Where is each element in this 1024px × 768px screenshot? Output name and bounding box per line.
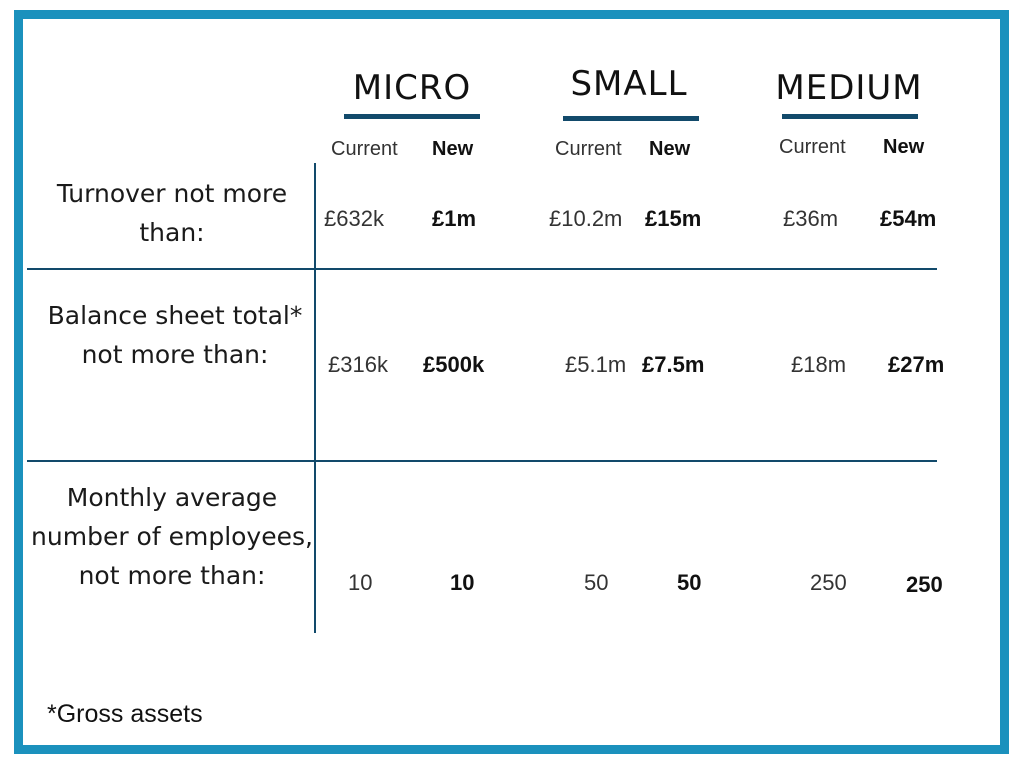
column-underline-small <box>563 116 699 121</box>
cell-balance-micro-new: £500k <box>423 352 485 377</box>
cell-employees-micro-new: 10 <box>450 570 475 595</box>
table-frame <box>14 10 1009 754</box>
cell-employees-medium-current: 250 <box>810 570 847 595</box>
cell-turnover-medium-new: £54m <box>880 206 937 231</box>
cell-balance-small-new: £7.5m <box>642 352 705 377</box>
footnote: *Gross assets <box>47 700 203 728</box>
cell-balance-micro-current: £316k <box>328 352 388 377</box>
cell-employees-small-current: 50 <box>584 570 609 595</box>
column-header-micro: MICRO <box>352 68 472 108</box>
cell-employees-micro-current: 10 <box>348 570 373 595</box>
cell-employees-small-new: 50 <box>677 570 702 595</box>
column-subheader-medium-current: Current <box>779 136 846 158</box>
row-divider-1 <box>27 268 937 270</box>
column-subheader-small-new: New <box>649 138 691 160</box>
cell-balance-medium-new: £27m <box>888 352 945 377</box>
cell-balance-medium-current: £18m <box>791 352 847 377</box>
column-header-medium: MEDIUM <box>775 68 923 108</box>
cell-turnover-micro-new: £1m <box>432 206 477 231</box>
cell-turnover-micro-current: £632k <box>324 206 384 231</box>
cell-employees-medium-new: 250 <box>906 572 943 597</box>
cell-turnover-medium-current: £36m <box>783 206 839 231</box>
column-subheader-small-current: Current <box>555 138 622 160</box>
cell-turnover-small-new: £15m <box>645 206 702 231</box>
row-divider-2 <box>27 460 937 462</box>
row-label-balance-sheet: Balance sheet total* not more than: <box>47 301 303 369</box>
row-label-turnover: Turnover not more than: <box>56 179 288 247</box>
column-underline-medium <box>782 114 918 119</box>
column-header-small: SMALL <box>570 64 688 104</box>
column-subheader-medium-new: New <box>883 136 925 158</box>
cell-turnover-small-current: £10.2m <box>549 206 623 231</box>
column-subheader-micro-new: New <box>432 138 474 160</box>
label-column-divider <box>314 163 316 633</box>
column-underline-micro <box>344 114 480 119</box>
row-label-employees: Monthly average number of employees, not… <box>31 483 313 590</box>
cell-balance-small-current: £5.1m <box>565 352 627 377</box>
column-subheader-micro-current: Current <box>331 138 398 160</box>
